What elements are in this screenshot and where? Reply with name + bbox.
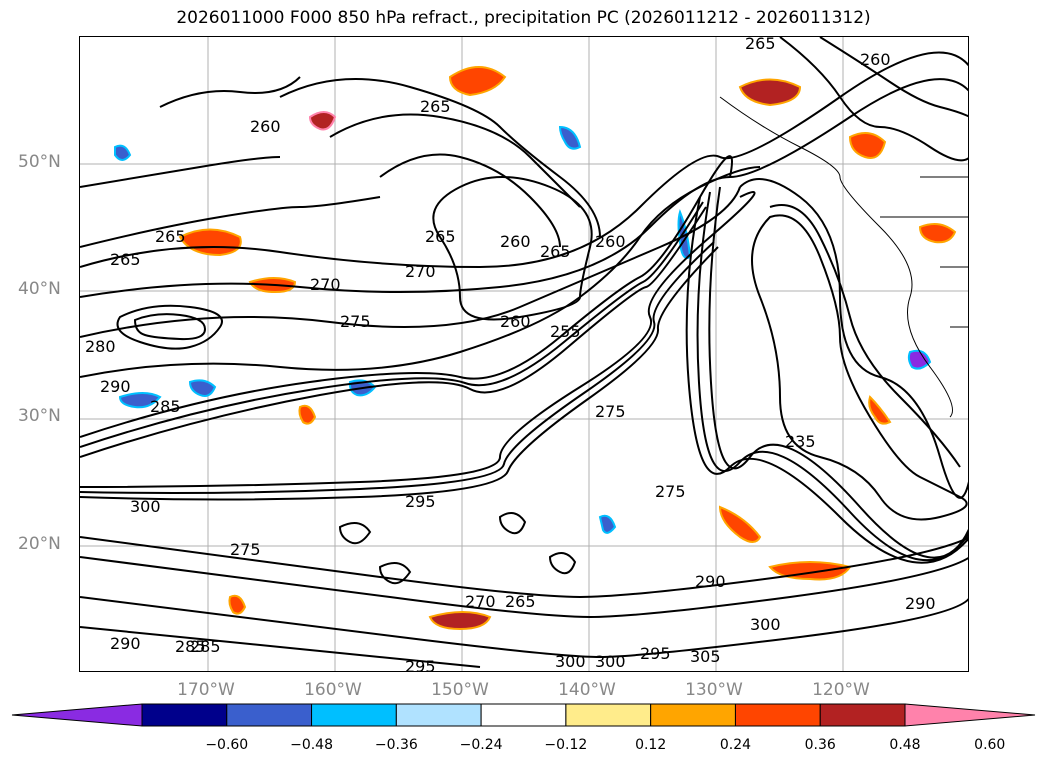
contour-label: 255 bbox=[550, 322, 581, 341]
colorbar-cell bbox=[226, 703, 313, 727]
contour-label: 300 bbox=[750, 615, 781, 634]
colorbar-cell bbox=[565, 703, 652, 727]
contour-label: 285 bbox=[175, 637, 206, 656]
precip-blob bbox=[718, 505, 762, 543]
contour-label: 285 bbox=[190, 637, 221, 656]
lon-label-150w: 150°W bbox=[431, 680, 489, 700]
contour-label: 265 bbox=[420, 97, 451, 116]
contour-label: 275 bbox=[230, 540, 261, 559]
colorbar-tick-label: 0.24 bbox=[719, 737, 752, 753]
colorbar-extend-low bbox=[11, 703, 143, 727]
lat-label-20n: 20°N bbox=[18, 534, 61, 554]
precip-blob bbox=[918, 222, 957, 244]
precip-blob bbox=[188, 379, 217, 397]
contour-label: 265 bbox=[540, 242, 571, 261]
contour-label: 270 bbox=[405, 262, 436, 281]
contour-label: 260 bbox=[595, 232, 626, 251]
precip-blob bbox=[428, 611, 492, 631]
precip-blob bbox=[738, 78, 802, 107]
colorbar bbox=[11, 703, 1036, 727]
precip-fills bbox=[114, 66, 957, 631]
colorbar-tick-label: −0.60 bbox=[205, 737, 249, 753]
precip-blob bbox=[558, 125, 582, 150]
colorbar-cell bbox=[650, 703, 736, 727]
map-panel[interactable]: 265 260 265 260 265 265 260 265 260 265 … bbox=[79, 36, 969, 672]
contour-label: 265 bbox=[425, 227, 456, 246]
precip-blob bbox=[598, 514, 617, 534]
colorbar-tick-label: −0.36 bbox=[374, 737, 418, 753]
precip-blob bbox=[228, 594, 247, 615]
contour-label: 260 bbox=[250, 117, 281, 136]
lat-label-30n: 30°N bbox=[18, 406, 61, 426]
precip-blob bbox=[868, 395, 892, 425]
colorbar-cell bbox=[311, 703, 397, 727]
contour-label: 280 bbox=[85, 337, 116, 356]
contour-label: 260 bbox=[500, 312, 531, 331]
colorbar-tick-label: −0.12 bbox=[544, 737, 588, 753]
precip-blob bbox=[298, 404, 317, 425]
contour-label: 275 bbox=[340, 312, 371, 331]
lon-label-160w: 160°W bbox=[304, 680, 362, 700]
contour-label: 290 bbox=[110, 634, 141, 653]
coastline bbox=[719, 96, 968, 418]
contour-label: 235 bbox=[785, 432, 816, 451]
contour-label: 275 bbox=[595, 402, 626, 421]
contour-label: 290 bbox=[695, 572, 726, 591]
refractivity-contours bbox=[80, 37, 968, 668]
contour-labels: 265 260 265 260 265 265 260 265 260 265 … bbox=[85, 37, 936, 672]
contour-label: 300 bbox=[555, 652, 586, 671]
lon-label-140w: 140°W bbox=[558, 680, 616, 700]
lon-label-120w: 120°W bbox=[812, 680, 870, 700]
colorbar-tick-label: −0.48 bbox=[290, 737, 333, 753]
precip-blob bbox=[907, 349, 932, 370]
contour-label: 300 bbox=[595, 652, 626, 671]
colorbar-tick-label: 0.36 bbox=[804, 737, 836, 753]
map-title: 2026011000 F000 850 hPa refract., precip… bbox=[176, 8, 871, 28]
contour-label: 270 bbox=[465, 592, 496, 611]
contour-label: 265 bbox=[745, 37, 776, 53]
precip-blob bbox=[308, 111, 337, 131]
colorbar-cell bbox=[141, 703, 228, 727]
contour-label: 290 bbox=[100, 377, 131, 396]
contour-label: 290 bbox=[905, 594, 936, 613]
colorbar-tick-label: 0.12 bbox=[635, 737, 667, 753]
colorbar-cell bbox=[480, 703, 567, 727]
colorbar-cell bbox=[819, 703, 906, 727]
contour-label: 295 bbox=[405, 657, 436, 672]
precip-blob bbox=[178, 228, 242, 257]
contour-label: 265 bbox=[155, 227, 186, 246]
contour-label: 305 bbox=[690, 647, 721, 666]
contour-label: 265 bbox=[110, 250, 141, 269]
colorbar-tick-label: 0.60 bbox=[974, 737, 1006, 753]
colorbar-cell bbox=[395, 703, 482, 727]
contour-label: 295 bbox=[405, 492, 436, 511]
precip-blob bbox=[848, 132, 887, 159]
contour-label: 260 bbox=[860, 50, 891, 69]
contour-map: 265 260 265 260 265 265 260 265 260 265 … bbox=[80, 37, 968, 672]
contour-label: 265 bbox=[505, 592, 536, 611]
precip-blob bbox=[118, 392, 162, 409]
colorbar-cell bbox=[734, 703, 821, 727]
lon-label-170w: 170°W bbox=[177, 680, 235, 700]
colorbar-tick-label: 0.48 bbox=[889, 737, 921, 753]
lat-label-40n: 40°N bbox=[18, 279, 61, 299]
colorbar-extend-high bbox=[904, 703, 1036, 727]
contour-label: 260 bbox=[500, 232, 531, 251]
contour-label: 275 bbox=[655, 482, 686, 501]
precip-blob bbox=[114, 144, 132, 161]
contour-label: 295 bbox=[640, 644, 671, 663]
lon-label-130w: 130°W bbox=[685, 680, 743, 700]
contour-label: 300 bbox=[130, 497, 161, 516]
contour-label: 285 bbox=[150, 397, 181, 416]
contour-label: 270 bbox=[310, 275, 341, 294]
precip-blob bbox=[448, 66, 507, 97]
lat-label-50n: 50°N bbox=[18, 152, 61, 172]
colorbar-tick-label: −0.24 bbox=[459, 737, 503, 753]
